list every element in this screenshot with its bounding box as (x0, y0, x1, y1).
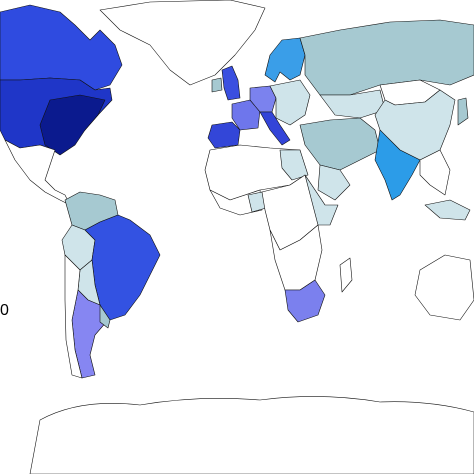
usa-east (39, 94, 106, 156)
japan (457, 97, 469, 126)
middle-east (299, 117, 381, 171)
east-africa (304, 174, 339, 226)
southeast-asia (419, 149, 451, 196)
chile (64, 254, 83, 379)
uk (221, 65, 241, 101)
greenland (99, 0, 266, 86)
scandinavia (264, 37, 306, 83)
antarctica (29, 396, 474, 474)
russia (299, 19, 474, 96)
legend-label: 0 (0, 302, 9, 319)
uruguay (99, 304, 111, 329)
italy (259, 111, 291, 146)
madagascar (339, 257, 353, 293)
south-africa (284, 279, 326, 323)
egypt (279, 149, 309, 181)
southern-africa (269, 224, 323, 291)
indonesia (424, 199, 471, 221)
mexico (4, 139, 71, 206)
india (374, 129, 421, 201)
eastern-europe (269, 79, 311, 126)
china (374, 89, 456, 161)
ireland (211, 77, 223, 93)
arabia (317, 164, 351, 201)
brazil (84, 214, 161, 321)
spain (207, 121, 241, 149)
australia (414, 254, 474, 321)
